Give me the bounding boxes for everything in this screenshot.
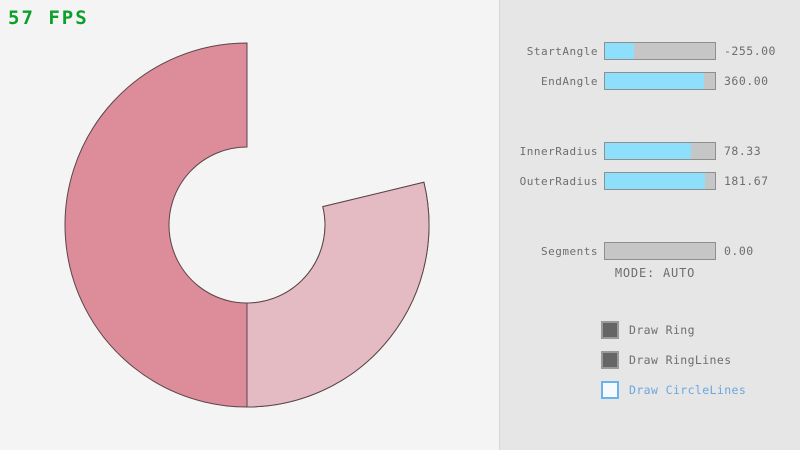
slider-label-start-angle: StartAngle	[526, 44, 598, 58]
donut-ring-graphic	[64, 42, 430, 408]
slider-inner-radius[interactable]	[604, 142, 716, 160]
slider-value-segments: 0.00	[724, 244, 754, 258]
slider-fill-outer-radius	[605, 173, 706, 189]
slider-row-outer-radius: OuterRadius 181.67	[500, 171, 800, 191]
checkbox-row-draw-circlelines[interactable]: Draw CircleLines	[601, 381, 746, 399]
checkbox-row-draw-ring[interactable]: Draw Ring	[601, 321, 695, 339]
mode-label: MODE: AUTO	[614, 266, 696, 280]
slider-fill-start-angle	[605, 43, 634, 59]
slider-fill-end-angle	[605, 73, 704, 89]
slider-value-inner-radius: 78.33	[724, 144, 762, 158]
panel-divider	[499, 0, 500, 450]
slider-value-outer-radius: 181.67	[724, 174, 769, 188]
slider-row-segments: Segments 0.00	[500, 241, 800, 261]
checkbox-draw-circlelines[interactable]	[601, 381, 619, 399]
slider-fill-inner-radius	[605, 143, 691, 159]
slider-row-start-angle: StartAngle -255.00	[500, 41, 800, 61]
slider-label-inner-radius: InnerRadius	[519, 144, 598, 158]
ring-segment-minor	[246, 181, 430, 408]
checkbox-draw-ringlines[interactable]	[601, 351, 619, 369]
slider-row-end-angle: EndAngle 360.00	[500, 71, 800, 91]
checkbox-row-draw-ringlines[interactable]: Draw RingLines	[601, 351, 732, 369]
slider-row-inner-radius: InnerRadius 78.33	[500, 141, 800, 161]
slider-value-end-angle: 360.00	[724, 74, 769, 88]
checkbox-label-draw-ringlines: Draw RingLines	[629, 353, 732, 367]
slider-outer-radius[interactable]	[604, 172, 716, 190]
slider-start-angle[interactable]	[604, 42, 716, 60]
slider-value-start-angle: -255.00	[724, 44, 776, 58]
slider-segments[interactable]	[604, 242, 716, 260]
fps-counter: 57 FPS	[8, 7, 89, 29]
checkbox-label-draw-circlelines: Draw CircleLines	[629, 383, 747, 397]
checkbox-label-draw-ring: Draw Ring	[629, 323, 695, 337]
checkbox-draw-ring[interactable]	[601, 321, 619, 339]
slider-label-outer-radius: OuterRadius	[519, 174, 598, 188]
render-canvas[interactable]: 57 FPS	[0, 0, 500, 450]
slider-label-segments: Segments	[541, 244, 598, 258]
slider-end-angle[interactable]	[604, 72, 716, 90]
control-panel: StartAngle -255.00 EndAngle 360.00 InnerRadi…	[500, 0, 800, 450]
slider-label-end-angle: EndAngle	[541, 74, 598, 88]
